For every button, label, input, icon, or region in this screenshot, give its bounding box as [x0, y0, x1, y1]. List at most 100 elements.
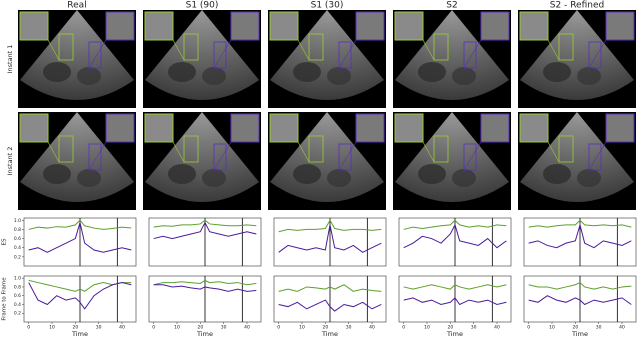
ultrasound-image: [143, 10, 261, 108]
series-line: [153, 284, 257, 292]
connector: [172, 39, 185, 61]
roi-purple: [588, 143, 602, 171]
y-tick-label: 0.4: [14, 302, 21, 308]
y-tick-label: 0.2: [14, 254, 21, 260]
row-label: Instant 1: [6, 45, 14, 74]
inset-purple: [105, 11, 135, 41]
roi-green: [558, 33, 574, 61]
connector: [213, 141, 232, 171]
chamber: [543, 164, 571, 184]
connector: [338, 39, 357, 69]
x-tick-label: 30: [471, 325, 477, 331]
connector: [88, 141, 107, 171]
series-line: [528, 219, 632, 228]
ultrasound-image: [268, 10, 386, 108]
series-line: [28, 220, 132, 253]
series-line: [278, 299, 382, 312]
y-tick-label: 1.0: [14, 218, 21, 224]
x-tick-label: 40: [619, 325, 625, 331]
roi-green: [183, 33, 199, 61]
y-tick-label: 0.6: [14, 293, 21, 299]
ultrasound-image: [393, 112, 511, 210]
chamber: [293, 164, 321, 184]
inset-green: [19, 11, 49, 41]
x-tick-label: 20: [322, 325, 328, 331]
series-line: [403, 284, 507, 290]
inset-purple: [230, 11, 260, 41]
connector: [47, 141, 60, 163]
chamber: [293, 62, 321, 82]
roi-green: [433, 135, 449, 163]
inset-purple: [230, 113, 260, 143]
x-axis-label: Time: [71, 330, 88, 338]
series-line: [403, 297, 507, 306]
y-tick-label: 0.2: [14, 311, 21, 317]
series-line: [403, 219, 507, 230]
connector: [88, 39, 107, 69]
inset-purple: [105, 113, 135, 143]
x-tick-label: 20: [572, 325, 578, 331]
y-axis-label: Frame to Frame: [2, 277, 8, 321]
connector: [463, 39, 482, 69]
series-line: [278, 224, 382, 253]
ultrasound-image: [518, 10, 636, 108]
chamber: [77, 67, 101, 85]
roi-purple: [213, 41, 227, 69]
roi-purple: [88, 41, 102, 69]
y-tick-label: 0.6: [14, 236, 21, 242]
x-tick-label: 30: [221, 325, 227, 331]
inset-purple: [355, 11, 385, 41]
roi-purple: [338, 41, 352, 69]
column-title: S2 - Refined: [550, 1, 604, 11]
x-tick-label: 20: [72, 325, 78, 331]
x-tick-label: 30: [596, 325, 602, 331]
x-tick-label: 20: [447, 325, 453, 331]
connector: [47, 39, 60, 61]
inset-purple: [355, 113, 385, 143]
chamber: [202, 169, 226, 187]
inset-green: [144, 113, 174, 143]
x-tick-label: 20: [197, 325, 203, 331]
inset-green: [394, 11, 424, 41]
inset-purple: [480, 11, 510, 41]
x-tick-label: 30: [96, 325, 102, 331]
y-tick-label: 0.8: [14, 284, 21, 290]
chamber: [418, 164, 446, 184]
connector: [422, 141, 435, 163]
ultrasound-image: [268, 112, 386, 210]
x-tick-label: 30: [346, 325, 352, 331]
x-tick-label: 0: [402, 325, 405, 331]
x-tick-label: 40: [494, 325, 500, 331]
series-line: [528, 281, 632, 290]
chamber: [577, 67, 601, 85]
connector: [297, 39, 310, 61]
inset-purple: [605, 11, 635, 41]
connector: [547, 141, 560, 163]
x-tick-label: 40: [369, 325, 375, 331]
series-line: [153, 279, 257, 286]
ultrasound-image: [518, 112, 636, 210]
x-tick-label: 10: [424, 325, 430, 331]
chamber: [327, 67, 351, 85]
series-line: [28, 282, 132, 310]
roi-green: [308, 135, 324, 163]
y-tick-label: 0.4: [14, 245, 21, 251]
roi-purple: [463, 41, 477, 69]
column-title: S1 (90): [186, 1, 219, 11]
inset-green: [394, 113, 424, 143]
series-line: [278, 284, 382, 292]
series-line: [153, 219, 257, 228]
chamber: [168, 62, 196, 82]
roi-green: [308, 33, 324, 61]
x-axis-label: Time: [196, 330, 213, 338]
chamber: [452, 67, 476, 85]
connector: [338, 141, 357, 171]
x-tick-label: 0: [527, 325, 530, 331]
roi-purple: [588, 41, 602, 69]
ultrasound-image: [143, 112, 261, 210]
connector: [297, 141, 310, 163]
inset-purple: [605, 113, 635, 143]
x-tick-label: 0: [27, 325, 30, 331]
series-line: [278, 219, 382, 233]
